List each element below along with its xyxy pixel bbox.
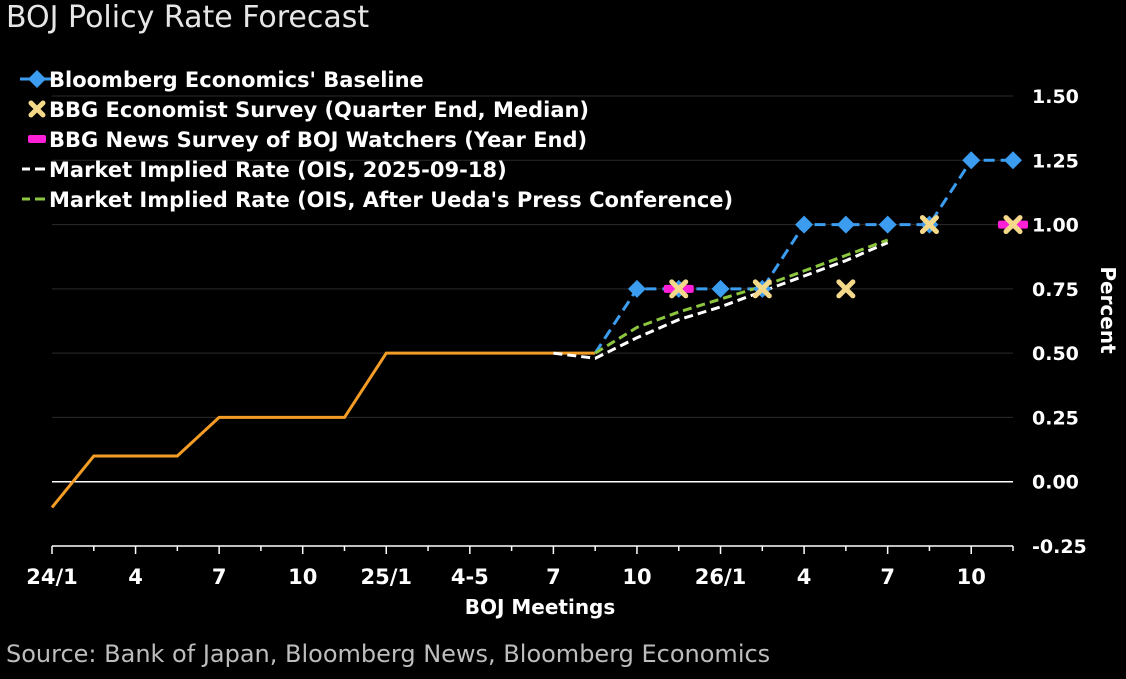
y-tick-label: 0.50 xyxy=(1032,343,1079,365)
x-tick-label: 4 xyxy=(797,565,812,589)
economist-survey-point xyxy=(669,279,689,299)
series-line xyxy=(594,238,889,355)
legend-item: BBG News Survey of BOJ Watchers (Year En… xyxy=(28,128,587,152)
axis-layer: -0.25 0.00 0.25 0.50 0.75 1.00 1.25 1.50 24/1 4 7 1… xyxy=(26,86,1087,589)
legend-label: Market Implied Rate (OIS, 2025-09-18) xyxy=(49,158,507,182)
legend-label: BBG News Survey of BOJ Watchers (Year En… xyxy=(49,128,587,152)
y-tick-label: 1.50 xyxy=(1032,86,1079,108)
x-tick-label: 10 xyxy=(622,565,651,589)
x-tick-label: 10 xyxy=(957,565,986,589)
x-axis-label: BOJ Meetings xyxy=(465,595,616,619)
x-stroke xyxy=(919,215,939,235)
x-stroke xyxy=(1003,215,1023,235)
legend-item: Market Implied Rate (OIS, After Ueda's P… xyxy=(22,188,733,212)
y-tick-label: 0.00 xyxy=(1032,472,1079,494)
x-stroke xyxy=(28,100,46,118)
legend-label: Market Implied Rate (OIS, After Ueda's P… xyxy=(49,188,733,212)
y-tick-label: 0.25 xyxy=(1032,407,1079,429)
x-tick-label: 7 xyxy=(546,565,561,589)
legend-bar-icon xyxy=(28,135,46,143)
legend-item: Market Implied Rate (OIS, 2025-09-18) xyxy=(22,158,507,182)
legend-label: BBG Economist Survey (Quarter End, Media… xyxy=(49,98,589,122)
y-axis-label: Percent xyxy=(1096,266,1120,354)
economist-survey-point xyxy=(1003,215,1023,235)
baseline-point xyxy=(711,279,730,298)
x-tick-label: 4-5 xyxy=(451,565,489,589)
x-tick-label: 7 xyxy=(880,565,895,589)
x-stroke xyxy=(669,279,689,299)
economist-survey-point xyxy=(836,279,856,299)
x-tick-label: 4 xyxy=(128,565,143,589)
series-line xyxy=(553,241,889,360)
x-tick-label: 7 xyxy=(212,565,227,589)
legend-item: BBG Economist Survey (Quarter End, Media… xyxy=(28,98,589,122)
series-line xyxy=(50,351,596,509)
baseline-point xyxy=(1004,151,1022,170)
legend-label: Bloomberg Economics' Baseline xyxy=(49,68,424,92)
source-note: Source: Bank of Japan, Bloomberg News, B… xyxy=(6,640,771,668)
chart-title: BOJ Policy Rate Forecast xyxy=(6,0,370,35)
legend-diamond-icon xyxy=(28,70,46,88)
marker-layer xyxy=(627,151,1028,299)
legend-item: Bloomberg Economics' Baseline xyxy=(20,68,424,92)
x-tick-label: 26/1 xyxy=(695,565,747,589)
x-tick-label: 25/1 xyxy=(361,565,413,589)
legend: Bloomberg Economics' Baseline BBG Economi… xyxy=(20,68,733,212)
baseline-point xyxy=(962,151,981,170)
grid-layer xyxy=(52,95,1013,483)
baseline-point xyxy=(878,215,897,234)
series-layer xyxy=(50,158,1013,509)
baseline-point xyxy=(836,215,855,234)
x-stroke xyxy=(836,279,856,299)
y-tick-label: 0.75 xyxy=(1032,279,1079,301)
y-tick-label: 1.00 xyxy=(1032,215,1079,237)
y-tick-label: -0.25 xyxy=(1032,536,1087,558)
baseline-point xyxy=(795,215,814,234)
x-tick-label: 10 xyxy=(288,565,317,589)
economist-survey-point xyxy=(919,215,939,235)
y-tick-label: 1.25 xyxy=(1032,150,1079,172)
legend-x-icon xyxy=(28,100,46,118)
x-tick-label: 24/1 xyxy=(26,565,78,589)
baseline-point xyxy=(627,279,646,298)
economist-survey-point xyxy=(752,279,772,299)
x-stroke xyxy=(752,279,772,299)
